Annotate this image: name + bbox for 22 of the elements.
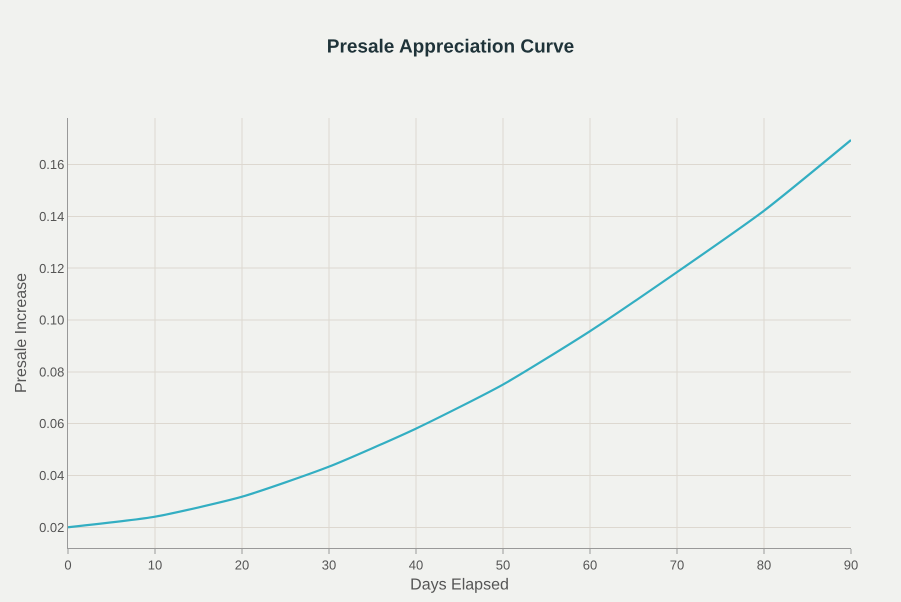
x-tick-label: 20 [234, 558, 250, 573]
y-tick-label: 0.02 [39, 520, 64, 535]
x-tick-label: 60 [582, 558, 598, 573]
y-tick-label: 0.12 [39, 260, 64, 276]
x-tick-label: 80 [756, 558, 772, 573]
x-tick-label: 30 [322, 558, 336, 573]
x-tick-label: 90 [844, 558, 858, 573]
x-tick-label: 40 [408, 558, 424, 573]
line-series [68, 138, 851, 528]
y-tick-label: 0.08 [39, 364, 64, 380]
chart-title: Presale Appreciation Curve [326, 36, 574, 58]
y-tick-label: 0.10 [39, 312, 64, 328]
x-tick-label: 70 [670, 558, 684, 573]
y-tick-label: 0.14 [39, 208, 64, 224]
x-axis-title: Days Elapsed [410, 576, 509, 594]
x-tick-label: 0 [64, 558, 72, 573]
x-tick-label: 10 [148, 558, 162, 573]
y-tick-label: 0.16 [39, 157, 64, 172]
y-axis-title: Presale Increase [12, 272, 30, 394]
y-tick-label: 0.04 [39, 468, 64, 484]
x-tick-label: 50 [496, 558, 510, 573]
y-tick-label: 0.06 [39, 416, 64, 432]
